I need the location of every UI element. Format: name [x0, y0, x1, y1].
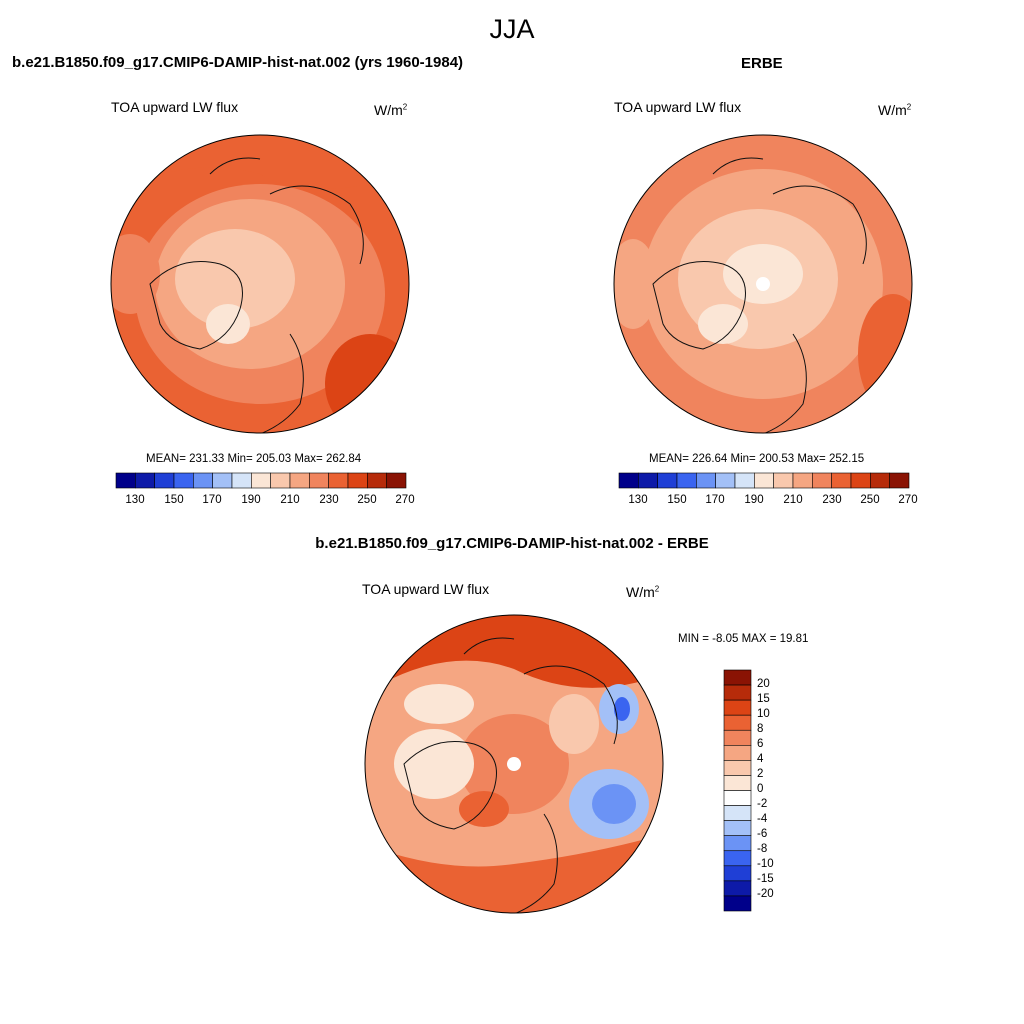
colorbar-tick: -20 [757, 888, 774, 900]
colorbar-swatch [723, 714, 752, 731]
colorbar-swatch [386, 472, 407, 489]
model-colorbar [115, 472, 407, 489]
colorbar-tick: 2 [757, 768, 764, 780]
obs-colorbar-labels: 130 150 170 190 210 230 250 270 [619, 494, 917, 510]
colorbar-swatch [850, 472, 871, 489]
diff-stats: MIN = -8.05 MAX = 19.81 [678, 633, 809, 645]
colorbar-swatch [723, 775, 752, 791]
colorbar-swatch [723, 760, 752, 776]
obs-polar-map [613, 134, 913, 434]
colorbar-tick: 170 [705, 494, 725, 506]
colorbar-tick: 210 [280, 494, 300, 506]
colorbar-swatch [328, 472, 349, 489]
colorbar-swatch [723, 865, 752, 882]
colorbar-tick: -2 [757, 798, 768, 810]
colorbar-tick: -6 [757, 828, 768, 840]
colorbar-swatch [723, 669, 752, 686]
colorbar-tick: 15 [757, 693, 770, 705]
diff-units-label: W/m2 [626, 584, 660, 600]
colorbar-swatch [289, 472, 310, 489]
colorbar-swatch [676, 472, 697, 489]
colorbar-swatch [657, 472, 678, 489]
colorbar-tick: 150 [164, 494, 184, 506]
colorbar-swatch [618, 472, 639, 489]
colorbar-tick: 170 [202, 494, 222, 506]
colorbar-tick: 6 [757, 738, 764, 750]
model-colorbar-labels: 130 150 170 190 210 230 250 270 [116, 494, 414, 510]
colorbar-swatch [696, 472, 716, 489]
colorbar-swatch [173, 472, 194, 489]
colorbar-tick: 8 [757, 723, 764, 735]
obs-panel-title: ERBE [741, 55, 783, 72]
colorbar-swatch [723, 895, 752, 912]
colorbar-swatch [723, 820, 752, 836]
colorbar-tick: 250 [860, 494, 880, 506]
colorbar-swatch [734, 472, 755, 489]
colorbar-tick: 270 [395, 494, 415, 506]
colorbar-swatch [270, 472, 291, 489]
diff-panel-title: b.e21.B1850.f09_g17.CMIP6-DAMIP-hist-nat… [315, 535, 709, 552]
colorbar-swatch [773, 472, 794, 489]
colorbar-swatch [831, 472, 852, 489]
colorbar-tick: 210 [783, 494, 803, 506]
colorbar-swatch [231, 472, 252, 489]
colorbar-swatch [870, 472, 890, 489]
colorbar-tick: 130 [628, 494, 648, 506]
colorbar-swatch [135, 472, 155, 489]
colorbar-swatch [723, 880, 752, 897]
colorbar-tick: 0 [757, 783, 764, 795]
obs-variable-label: TOA upward LW flux [614, 99, 742, 115]
colorbar-tick: 250 [357, 494, 377, 506]
colorbar-tick: 20 [757, 678, 770, 690]
obs-colorbar [618, 472, 910, 489]
colorbar-swatch [212, 472, 233, 489]
model-polar-map [110, 134, 410, 434]
colorbar-tick: -15 [757, 873, 774, 885]
colorbar-swatch [715, 472, 736, 489]
colorbar-tick: 150 [667, 494, 687, 506]
colorbar-tick: -10 [757, 858, 774, 870]
obs-stats: MEAN= 226.64 Min= 200.53 Max= 252.15 [649, 453, 865, 465]
colorbar-tick: 230 [822, 494, 842, 506]
colorbar-tick: 130 [125, 494, 145, 506]
colorbar-tick: -4 [757, 813, 768, 825]
colorbar-swatch [154, 472, 175, 489]
colorbar-swatch [723, 790, 752, 806]
colorbar-swatch [723, 699, 752, 716]
diff-variable-label: TOA upward LW flux [362, 581, 490, 597]
colorbar-swatch [889, 472, 910, 489]
colorbar-swatch [723, 684, 752, 701]
model-units-label: W/m2 [374, 102, 408, 118]
colorbar-swatch [723, 850, 752, 867]
model-variable-label: TOA upward LW flux [111, 99, 239, 115]
colorbar-swatch [638, 472, 658, 489]
model-stats: MEAN= 231.33 Min= 205.03 Max= 262.84 [146, 453, 362, 465]
colorbar-tick: 4 [757, 753, 764, 765]
colorbar-tick: 230 [319, 494, 339, 506]
colorbar-swatch [812, 472, 832, 489]
obs-units-label: W/m2 [878, 102, 912, 118]
colorbar-swatch [754, 472, 774, 489]
diff-polar-map [364, 614, 664, 914]
model-panel-title: b.e21.B1850.f09_g17.CMIP6-DAMIP-hist-nat… [12, 54, 464, 71]
colorbar-swatch [115, 472, 136, 489]
colorbar-swatch [347, 472, 368, 489]
colorbar-swatch [723, 835, 752, 852]
colorbar-swatch [367, 472, 387, 489]
colorbar-tick: 190 [241, 494, 261, 506]
colorbar-tick: 190 [744, 494, 764, 506]
season-title: JJA [489, 14, 535, 44]
colorbar-swatch [792, 472, 813, 489]
colorbar-swatch [309, 472, 329, 489]
colorbar-tick: 270 [898, 494, 918, 506]
diff-colorbar-labels: 20 15 10 8 6 4 2 0 -2 -4 -6 -8 -10 -15 -… [757, 670, 797, 911]
colorbar-tick: -8 [757, 843, 768, 855]
colorbar-swatch [723, 729, 752, 746]
colorbar-tick: 10 [757, 708, 770, 720]
colorbar-swatch [193, 472, 213, 489]
diff-colorbar [723, 669, 752, 912]
colorbar-swatch [251, 472, 271, 489]
colorbar-swatch [723, 805, 752, 821]
colorbar-swatch [723, 745, 752, 761]
